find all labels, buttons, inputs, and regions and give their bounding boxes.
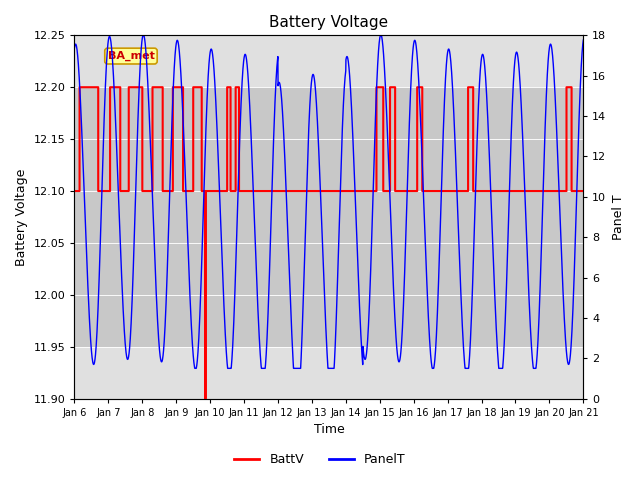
Legend: BattV, PanelT: BattV, PanelT bbox=[229, 448, 411, 471]
Text: BA_met: BA_met bbox=[108, 51, 154, 61]
Title: Battery Voltage: Battery Voltage bbox=[269, 15, 388, 30]
X-axis label: Time: Time bbox=[314, 423, 344, 436]
Y-axis label: Battery Voltage: Battery Voltage bbox=[15, 168, 28, 265]
Y-axis label: Panel T: Panel T bbox=[612, 194, 625, 240]
Bar bbox=[74, 87, 583, 347]
